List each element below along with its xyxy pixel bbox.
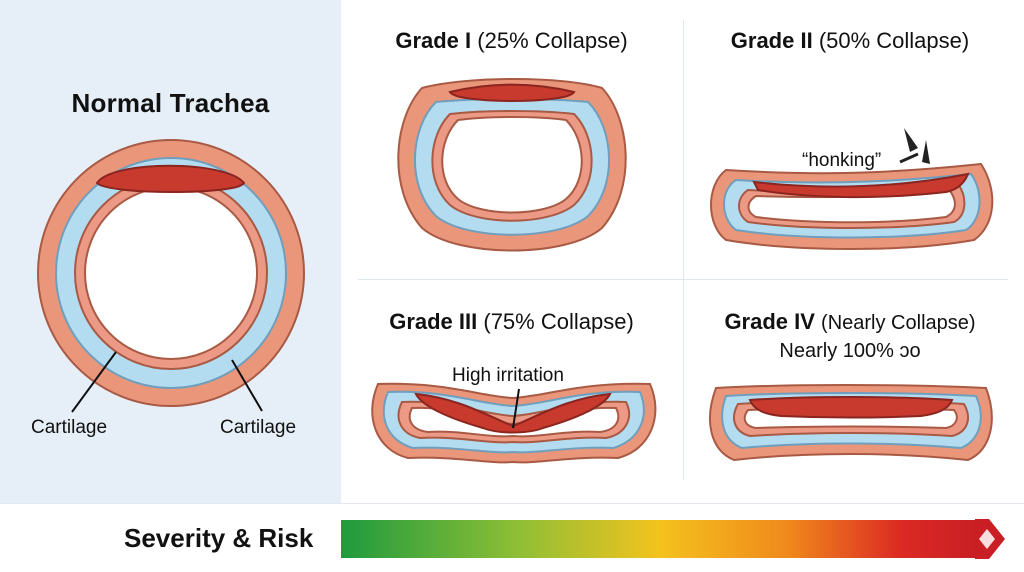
grid-divider-horizontal [358,279,1008,280]
grade-3-title: Grade III (75% Collapse) [350,309,673,335]
irritation-pointer [512,388,520,429]
dorsal-membrane [748,396,954,419]
grade-1-diagram [397,78,627,252]
severity-risk-label: Severity & Risk [124,523,314,553]
honking-annotation: “honking” [802,150,882,171]
dorsal-membrane [95,164,246,193]
severity-separator [0,503,1024,504]
severity-arrow-icon [975,519,1005,559]
dorsal-membrane [414,392,612,434]
normal-trachea-diagram [37,139,305,413]
grade-1-percent: (25% Collapse) [477,28,628,53]
grade-1-title: Grade I (25% Collapse) [350,28,673,54]
grade-4-name: Grade IV [724,309,815,334]
grade-4-diagram [709,384,993,462]
grade-4-subtitle: Nearly 100% ɔo [779,340,921,362]
airway-lumen [441,116,583,214]
grade-3-name: Grade III [389,309,478,334]
dorsal-membrane [752,172,970,199]
cartilage-pointer-right [231,359,263,412]
grade-2-percent: (50% Collapse) [818,28,970,53]
cartilage-label-right: Cartilage [220,417,297,438]
grade-4-title: Grade IV (Nearly Collapse) [690,309,1010,335]
airway-lumen [84,186,258,360]
honking-sound-icon [899,128,930,164]
dorsal-membrane [448,83,576,102]
cartilage-pointer-left [71,351,117,413]
grade-2-name: Grade II [730,28,813,53]
grade-3-percent: (75% Collapse) [483,309,634,334]
grid-divider-vertical [683,20,684,480]
grade-2-diagram [710,162,994,250]
high-irritation-annotation: High irritation [452,365,564,386]
grade-3-diagram [371,382,657,464]
grade-2-title: Grade II (50% Collapse) [690,28,1010,54]
severity-gradient-bar [341,520,977,558]
grade-4-percent: (Nearly Collapse) [821,312,976,334]
grade-1-name: Grade I [395,28,472,53]
cartilage-label-left: Cartilage [31,417,108,438]
normal-trachea-title: Normal Trachea [71,88,270,118]
